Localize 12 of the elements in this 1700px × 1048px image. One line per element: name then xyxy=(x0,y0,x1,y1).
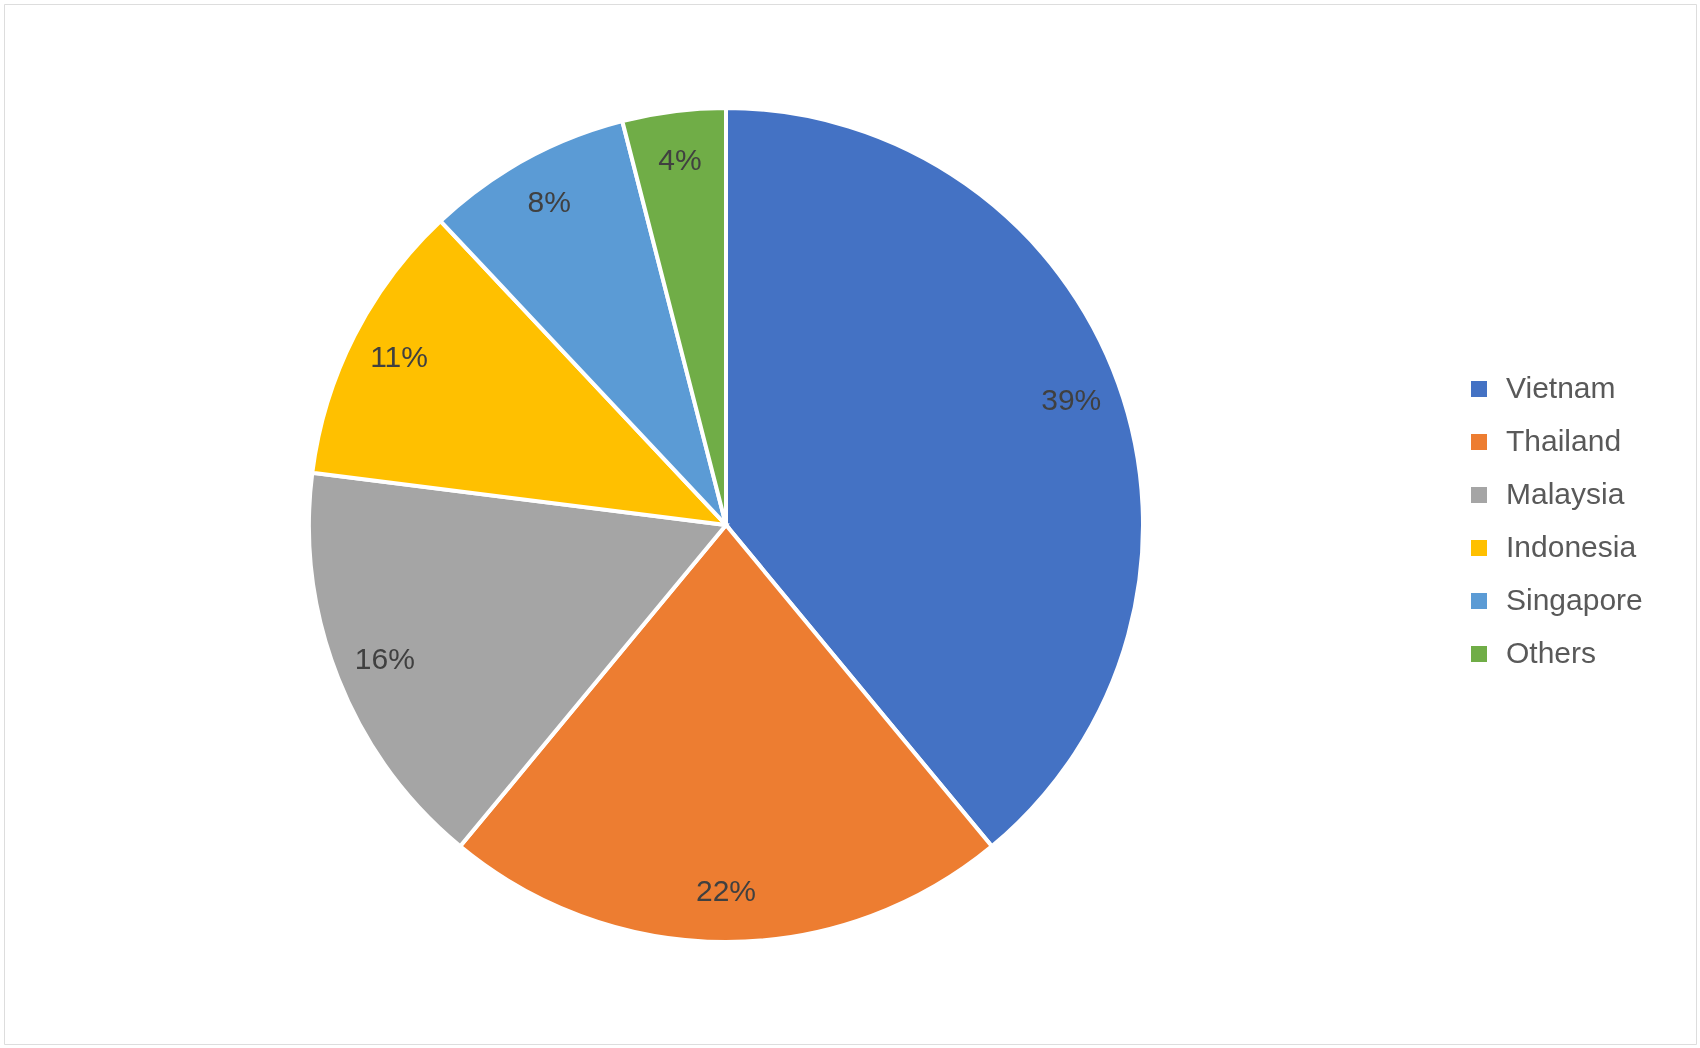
legend-label: Vietnam xyxy=(1506,371,1616,404)
data-label: 8% xyxy=(527,185,571,219)
legend-label: Thailand xyxy=(1506,424,1622,457)
data-label: 22% xyxy=(695,873,757,907)
legend-label: Malaysia xyxy=(1506,477,1625,510)
data-label: 4% xyxy=(658,142,702,176)
data-label: 11% xyxy=(370,340,428,374)
legend-label: Singapore xyxy=(1506,583,1643,616)
data-label: 16% xyxy=(354,642,415,676)
legend-label: Indonesia xyxy=(1506,530,1637,563)
data-label: 39% xyxy=(1041,382,1102,416)
legend-label: Others xyxy=(1506,636,1597,669)
